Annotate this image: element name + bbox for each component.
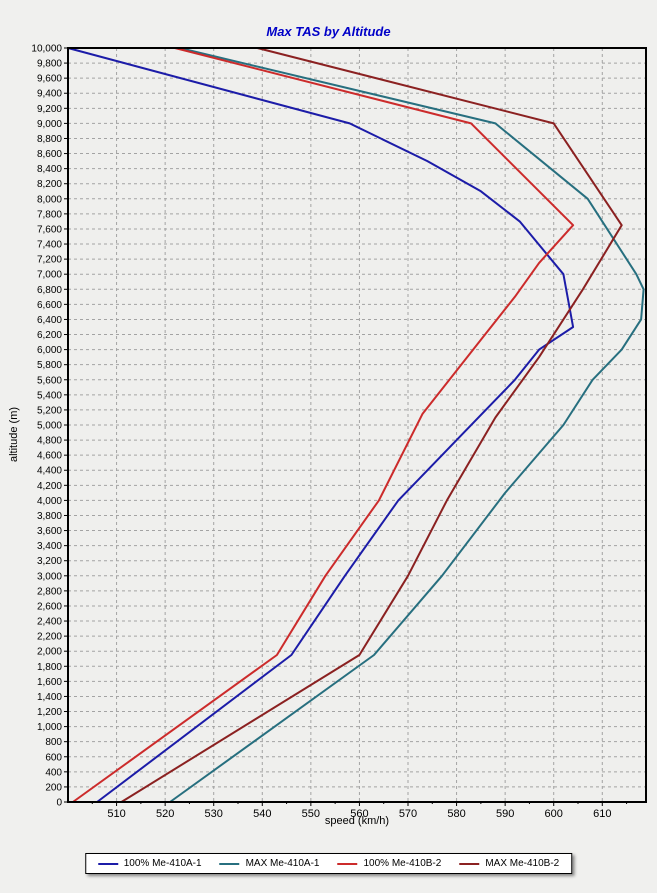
y-tick-label: 8,600 — [37, 149, 62, 160]
y-tick-label: 6,400 — [37, 315, 62, 326]
series-line-100-me-410a-1 — [67, 47, 575, 803]
y-tick-label: 7,000 — [37, 270, 62, 281]
y-tick-label: 9,800 — [37, 59, 62, 70]
legend-swatch — [97, 862, 118, 865]
legend-label: MAX Me-410B-2 — [485, 858, 560, 869]
y-tick-label: 1,400 — [37, 692, 62, 703]
y-tick-label: 400 — [45, 767, 62, 778]
y-tick-label: 6,000 — [37, 345, 62, 356]
chart-title: Max TAS by Altitude — [266, 24, 391, 39]
series-line-100-me-410b-2 — [71, 47, 575, 803]
x-tick-label: 520 — [156, 808, 174, 820]
y-tick-label: 5,600 — [37, 375, 62, 386]
y-tick-label: 4,600 — [37, 451, 62, 462]
y-tick-label: 600 — [45, 752, 62, 763]
legend-label: MAX Me-410A-1 — [245, 858, 320, 869]
plot-border — [67, 47, 647, 803]
y-tick-label: 2,600 — [37, 601, 62, 612]
legend: 100% Me-410A-1 MAX Me-410A-1 100% Me-410… — [84, 853, 573, 874]
x-axis-title: speed (km/h) — [324, 815, 390, 827]
y-tick-label: 1,600 — [37, 677, 62, 688]
y-tick-label: 5,800 — [37, 360, 62, 371]
y-tick-label: 3,200 — [37, 556, 62, 567]
y-tick-label: 9,200 — [37, 104, 62, 115]
y-tick-label: 5,200 — [37, 405, 62, 416]
y-tick-label: 800 — [45, 737, 62, 748]
legend-swatch — [219, 862, 240, 865]
x-tick-label: 600 — [545, 808, 563, 820]
y-tick-label: 1,800 — [37, 662, 62, 673]
y-tick-label: 4,000 — [37, 496, 62, 507]
legend-swatch — [459, 862, 480, 865]
y-tick-label: 8,800 — [37, 134, 62, 145]
y-tick-label: 9,000 — [37, 119, 62, 130]
y-tick-label: 4,800 — [37, 436, 62, 447]
series-line-max-me-410b-2 — [120, 47, 623, 803]
y-axis-title: altitude (m) — [8, 406, 20, 462]
y-tick-label: 10,000 — [31, 44, 62, 55]
y-tick-label: 6,800 — [37, 285, 62, 296]
y-tick-label: 2,000 — [37, 647, 62, 658]
legend-item: 100% Me-410A-1 — [97, 858, 202, 869]
y-tick-label: 7,800 — [37, 209, 62, 220]
legend-item: MAX Me-410A-1 — [219, 858, 320, 869]
y-tick-label: 4,400 — [37, 466, 62, 477]
legend-item: 100% Me-410B-2 — [337, 858, 442, 869]
x-tick-label: 540 — [253, 808, 271, 820]
y-tick-label: 3,800 — [37, 511, 62, 522]
x-tick-label: 510 — [107, 808, 125, 820]
y-tick-label: 7,200 — [37, 255, 62, 266]
x-tick-label: 570 — [399, 808, 417, 820]
y-tick-label: 8,400 — [37, 164, 62, 175]
x-tick-label: 560 — [350, 808, 368, 820]
x-tick-label: 610 — [593, 808, 611, 820]
legend-label: 100% Me-410B-2 — [363, 858, 442, 869]
legend-label: 100% Me-410A-1 — [123, 858, 202, 869]
y-tick-label: 1,000 — [37, 722, 62, 733]
legend-swatch — [337, 862, 358, 865]
y-tick-label: 8,000 — [37, 194, 62, 205]
series-line-max-me-410a-1 — [169, 47, 645, 803]
y-tick-label: 9,600 — [37, 74, 62, 85]
y-tick-label: 1,200 — [37, 707, 62, 718]
x-tick-label: 590 — [496, 808, 514, 820]
y-tick-label: 6,600 — [37, 300, 62, 311]
x-tick-label: 580 — [447, 808, 465, 820]
y-tick-label: 9,400 — [37, 89, 62, 100]
y-tick-label: 4,200 — [37, 481, 62, 492]
y-tick-label: 3,600 — [37, 526, 62, 537]
y-tick-label: 2,400 — [37, 617, 62, 628]
y-tick-label: 3,400 — [37, 541, 62, 552]
y-tick-label: 5,400 — [37, 390, 62, 401]
y-tick-label: 200 — [45, 782, 62, 793]
x-tick-label: 530 — [205, 808, 223, 820]
y-tick-label: 2,800 — [37, 586, 62, 597]
y-tick-label: 5,000 — [37, 421, 62, 432]
y-tick-label: 8,200 — [37, 179, 62, 190]
y-tick-label: 2,200 — [37, 632, 62, 643]
y-tick-label: 7,400 — [37, 240, 62, 251]
x-tick-label: 550 — [302, 808, 320, 820]
y-tick-label: 0 — [56, 798, 62, 809]
y-tick-label: 3,000 — [37, 571, 62, 582]
legend-item: MAX Me-410B-2 — [459, 858, 559, 869]
y-tick-label: 6,200 — [37, 330, 62, 341]
y-tick-label: 7,600 — [37, 224, 62, 235]
